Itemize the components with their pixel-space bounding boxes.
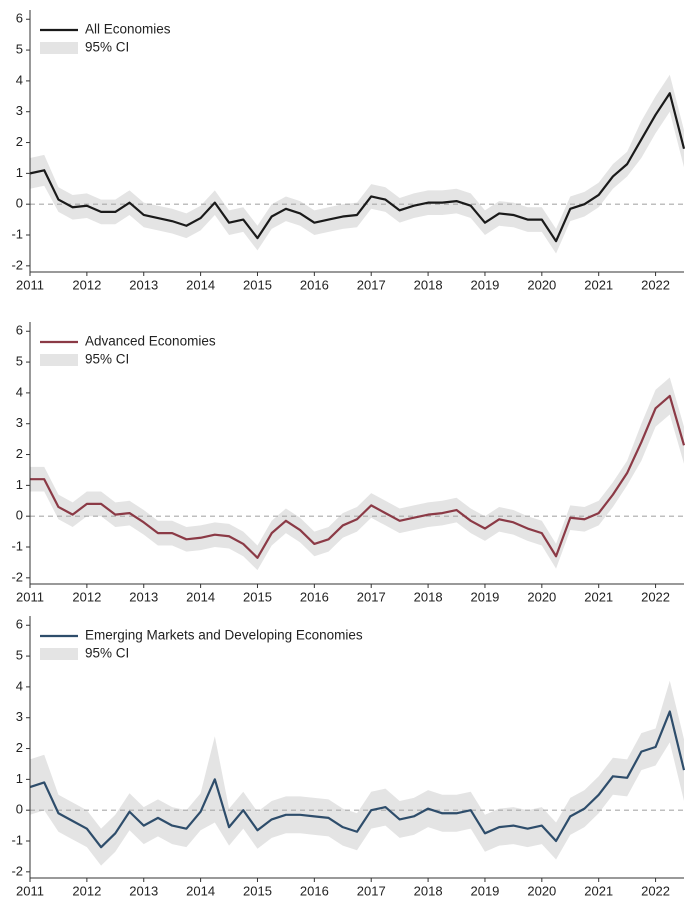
x-tick-label: 2017 xyxy=(357,277,386,292)
y-tick-label: -2 xyxy=(11,863,23,878)
y-tick-label: 5 xyxy=(16,648,23,663)
x-tick-label: 2018 xyxy=(414,589,443,604)
x-tick-label: 2011 xyxy=(16,589,44,604)
y-tick-label: 1 xyxy=(16,165,23,180)
x-tick-label: 2014 xyxy=(186,589,215,604)
legend-label: 95% CI xyxy=(85,646,129,661)
x-tick-label: 2017 xyxy=(357,883,386,898)
x-tick-label: 2011 xyxy=(16,883,44,898)
x-tick-label: 2016 xyxy=(300,277,329,292)
x-tick-label: 2017 xyxy=(357,589,386,604)
y-tick-label: 3 xyxy=(16,709,23,724)
legend-label: Emerging Markets and Developing Economie… xyxy=(85,628,363,643)
y-tick-label: 5 xyxy=(16,42,23,57)
legend-label: 95% CI xyxy=(85,352,129,367)
y-tick-label: 3 xyxy=(16,103,23,118)
y-tick-label: -2 xyxy=(11,257,23,272)
x-tick-label: 2013 xyxy=(129,883,158,898)
y-tick-label: 1 xyxy=(16,771,23,786)
y-tick-label: -1 xyxy=(11,226,23,241)
y-tick-label: 2 xyxy=(16,134,23,149)
ci-band xyxy=(30,74,684,254)
series-line xyxy=(29,710,685,849)
x-tick-label: 2022 xyxy=(641,589,670,604)
x-tick-label: 2016 xyxy=(300,883,329,898)
y-tick-label: 0 xyxy=(16,508,23,523)
y-tick-label: 5 xyxy=(16,354,23,369)
legend-ci-swatch xyxy=(40,354,78,366)
x-tick-label: 2022 xyxy=(641,277,670,292)
x-tick-label: 2014 xyxy=(186,277,215,292)
ci-band xyxy=(30,680,684,866)
y-tick-label: 3 xyxy=(16,415,23,430)
y-tick-label: 0 xyxy=(16,196,23,211)
y-tick-label: -2 xyxy=(11,569,23,584)
x-tick-label: 2016 xyxy=(300,589,329,604)
legend-label: All Economies xyxy=(85,22,171,37)
y-tick-label: 4 xyxy=(16,678,23,693)
x-tick-label: 2015 xyxy=(243,589,272,604)
x-tick-label: 2022 xyxy=(641,883,670,898)
x-tick-label: 2021 xyxy=(584,277,613,292)
y-tick-label: 6 xyxy=(16,617,23,632)
y-tick-label: 6 xyxy=(16,323,23,338)
x-tick-label: 2015 xyxy=(243,883,272,898)
x-tick-label: 2019 xyxy=(470,883,499,898)
y-tick-label: -1 xyxy=(11,538,23,553)
ci-band xyxy=(30,377,684,571)
x-tick-label: 2011 xyxy=(16,277,44,292)
x-tick-label: 2021 xyxy=(584,883,613,898)
x-tick-label: 2019 xyxy=(470,589,499,604)
y-tick-label: 0 xyxy=(16,802,23,817)
y-tick-label: 2 xyxy=(16,740,23,755)
x-tick-label: 2013 xyxy=(129,277,158,292)
y-tick-label: -1 xyxy=(11,832,23,847)
x-tick-label: 2020 xyxy=(527,589,556,604)
y-tick-label: 4 xyxy=(16,72,23,87)
x-tick-label: 2015 xyxy=(243,277,272,292)
x-tick-label: 2012 xyxy=(72,883,101,898)
x-tick-label: 2019 xyxy=(470,277,499,292)
legend-ci-swatch xyxy=(40,648,78,660)
y-tick-label: 2 xyxy=(16,446,23,461)
x-tick-label: 2018 xyxy=(414,277,443,292)
x-tick-label: 2014 xyxy=(186,883,215,898)
x-tick-label: 2021 xyxy=(584,589,613,604)
y-tick-label: 6 xyxy=(16,11,23,26)
legend-label: Advanced Economies xyxy=(85,334,216,349)
legend-ci-swatch xyxy=(40,42,78,54)
y-tick-label: 4 xyxy=(16,384,23,399)
series-line xyxy=(29,92,685,243)
x-tick-label: 2020 xyxy=(527,277,556,292)
x-tick-label: 2012 xyxy=(72,277,101,292)
x-tick-label: 2013 xyxy=(129,589,158,604)
series-line xyxy=(30,394,685,559)
x-tick-label: 2012 xyxy=(72,589,101,604)
x-tick-label: 2018 xyxy=(414,883,443,898)
legend-label: 95% CI xyxy=(85,40,129,55)
x-tick-label: 2020 xyxy=(527,883,556,898)
y-tick-label: 1 xyxy=(16,477,23,492)
